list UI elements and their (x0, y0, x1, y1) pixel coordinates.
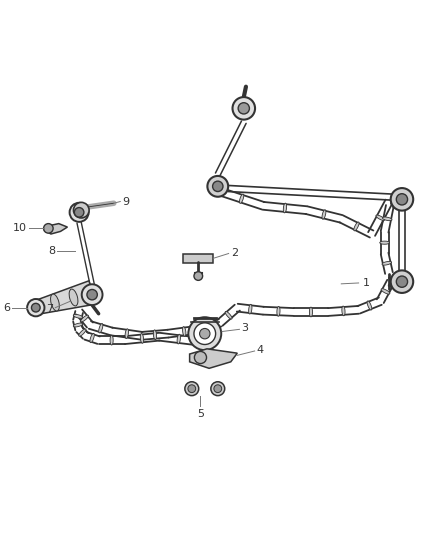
Ellipse shape (183, 327, 186, 336)
Circle shape (396, 276, 408, 287)
Text: 9: 9 (123, 197, 130, 206)
Polygon shape (45, 224, 67, 234)
Circle shape (188, 385, 196, 393)
Circle shape (200, 328, 210, 339)
Ellipse shape (50, 294, 59, 311)
Circle shape (194, 323, 215, 344)
Circle shape (214, 385, 222, 393)
Text: 1: 1 (363, 278, 370, 288)
Circle shape (185, 382, 199, 395)
Ellipse shape (90, 333, 94, 343)
Circle shape (194, 351, 207, 364)
Ellipse shape (354, 222, 359, 231)
Ellipse shape (342, 306, 345, 316)
Ellipse shape (69, 289, 78, 306)
Ellipse shape (277, 306, 280, 316)
Ellipse shape (73, 323, 83, 327)
Ellipse shape (208, 321, 212, 331)
Ellipse shape (240, 194, 244, 204)
Ellipse shape (367, 301, 372, 310)
Polygon shape (190, 349, 237, 368)
Circle shape (82, 284, 102, 305)
Ellipse shape (110, 335, 113, 345)
Ellipse shape (81, 315, 88, 322)
Circle shape (233, 97, 255, 119)
Text: 7: 7 (46, 303, 53, 313)
Circle shape (74, 207, 84, 217)
Ellipse shape (382, 261, 392, 265)
Circle shape (396, 193, 408, 205)
Circle shape (44, 224, 53, 233)
Circle shape (74, 203, 89, 218)
Ellipse shape (376, 215, 385, 221)
Ellipse shape (322, 210, 326, 219)
Ellipse shape (381, 289, 390, 294)
Text: 3: 3 (242, 324, 249, 334)
Ellipse shape (249, 304, 252, 314)
Ellipse shape (380, 241, 389, 244)
FancyBboxPatch shape (184, 254, 213, 263)
Text: 4: 4 (257, 345, 264, 355)
Polygon shape (34, 281, 95, 314)
Circle shape (32, 303, 40, 312)
Circle shape (212, 181, 223, 191)
Ellipse shape (79, 329, 86, 336)
Circle shape (211, 382, 225, 395)
Text: 6: 6 (3, 303, 10, 313)
Ellipse shape (225, 311, 232, 319)
Text: 8: 8 (48, 246, 55, 256)
Circle shape (391, 188, 413, 211)
Circle shape (391, 270, 413, 293)
Ellipse shape (99, 324, 103, 333)
Ellipse shape (140, 334, 144, 343)
Ellipse shape (382, 217, 392, 221)
Ellipse shape (309, 307, 312, 317)
Circle shape (70, 203, 88, 222)
Circle shape (194, 272, 203, 280)
Ellipse shape (283, 203, 286, 213)
Text: 2: 2 (231, 248, 238, 257)
Circle shape (238, 103, 249, 114)
Ellipse shape (73, 314, 83, 318)
Ellipse shape (153, 330, 156, 340)
Ellipse shape (177, 334, 180, 344)
Text: 5: 5 (197, 409, 204, 419)
Ellipse shape (125, 329, 128, 338)
Circle shape (87, 289, 97, 300)
Circle shape (188, 317, 221, 350)
Text: 10: 10 (13, 223, 27, 233)
Circle shape (27, 299, 45, 316)
Circle shape (207, 176, 228, 197)
